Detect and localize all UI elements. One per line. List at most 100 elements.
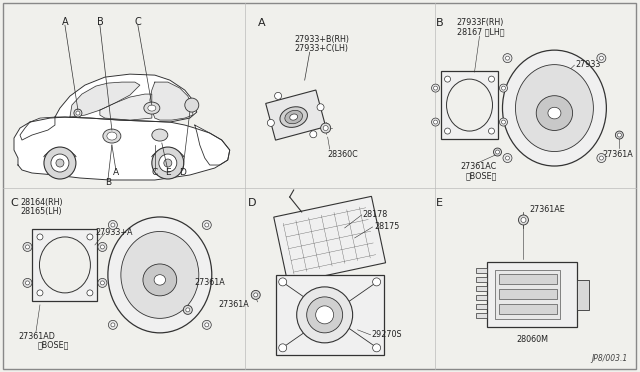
Text: 28175: 28175	[374, 222, 400, 231]
Circle shape	[445, 76, 451, 82]
Ellipse shape	[280, 107, 307, 127]
Polygon shape	[70, 82, 140, 117]
Ellipse shape	[285, 110, 303, 124]
Circle shape	[205, 223, 209, 227]
Text: 27361A: 27361A	[602, 150, 633, 159]
Circle shape	[600, 156, 604, 160]
Polygon shape	[14, 117, 230, 180]
Circle shape	[597, 154, 606, 163]
Circle shape	[278, 344, 287, 352]
Circle shape	[108, 320, 117, 329]
Text: E: E	[165, 167, 171, 177]
Circle shape	[488, 76, 495, 82]
Bar	[476, 278, 488, 282]
Text: C: C	[152, 167, 158, 177]
Circle shape	[600, 56, 604, 60]
Ellipse shape	[148, 105, 156, 111]
Text: C: C	[10, 198, 18, 208]
Ellipse shape	[143, 264, 177, 296]
Polygon shape	[274, 196, 385, 283]
Circle shape	[253, 293, 258, 297]
Circle shape	[275, 92, 282, 99]
Circle shape	[37, 234, 43, 240]
Text: 〈BOSE〉: 〈BOSE〉	[465, 171, 497, 180]
Circle shape	[205, 323, 209, 327]
Ellipse shape	[103, 129, 121, 143]
Ellipse shape	[40, 237, 90, 293]
Text: 27933+C(LH): 27933+C(LH)	[294, 44, 349, 53]
Text: 28360C: 28360C	[328, 150, 358, 159]
Ellipse shape	[502, 50, 606, 166]
Circle shape	[152, 147, 184, 179]
Bar	[488, 262, 577, 327]
Text: 28060M: 28060M	[516, 335, 548, 344]
Circle shape	[159, 154, 177, 172]
Circle shape	[108, 221, 117, 230]
Circle shape	[51, 154, 69, 172]
Text: A: A	[61, 17, 68, 27]
Circle shape	[488, 128, 495, 134]
Bar	[499, 275, 557, 285]
Bar	[33, 229, 97, 301]
Circle shape	[44, 147, 76, 179]
Circle shape	[202, 320, 211, 329]
Circle shape	[431, 118, 440, 126]
Text: 〈BOSE〉: 〈BOSE〉	[38, 341, 69, 350]
Bar	[276, 275, 383, 355]
Circle shape	[87, 234, 93, 240]
Circle shape	[164, 159, 172, 167]
Text: C: C	[134, 17, 141, 27]
Circle shape	[98, 243, 107, 251]
Ellipse shape	[144, 102, 160, 114]
Circle shape	[445, 128, 451, 134]
Text: 27361A: 27361A	[218, 300, 249, 309]
Text: 27361AC: 27361AC	[461, 162, 497, 171]
Circle shape	[499, 118, 508, 126]
Text: 27361AD: 27361AD	[18, 332, 55, 341]
Polygon shape	[266, 90, 326, 140]
Ellipse shape	[154, 275, 166, 285]
Circle shape	[321, 123, 331, 133]
Ellipse shape	[536, 96, 573, 131]
Text: 28178: 28178	[363, 210, 388, 219]
Circle shape	[252, 291, 260, 299]
Text: 27933F(RH): 27933F(RH)	[456, 18, 504, 27]
Circle shape	[597, 54, 606, 62]
Text: 27361AE: 27361AE	[529, 205, 565, 214]
Circle shape	[433, 120, 438, 124]
Circle shape	[278, 278, 287, 286]
Circle shape	[183, 305, 192, 314]
Text: 28167 〈LH〉: 28167 〈LH〉	[456, 27, 504, 36]
Circle shape	[493, 148, 502, 156]
Text: 27361A: 27361A	[195, 278, 225, 287]
Text: 28165(LH): 28165(LH)	[20, 207, 61, 216]
Bar	[476, 295, 488, 300]
Circle shape	[87, 290, 93, 296]
Circle shape	[23, 278, 32, 288]
Circle shape	[111, 223, 115, 227]
Ellipse shape	[108, 217, 212, 333]
Text: D: D	[248, 198, 256, 208]
Circle shape	[506, 156, 509, 160]
Circle shape	[518, 215, 529, 225]
Circle shape	[495, 150, 499, 154]
Bar	[476, 313, 488, 318]
Polygon shape	[195, 125, 230, 165]
Circle shape	[307, 297, 342, 333]
Circle shape	[186, 308, 190, 312]
Circle shape	[56, 159, 64, 167]
Circle shape	[111, 323, 115, 327]
Circle shape	[618, 133, 621, 137]
Circle shape	[310, 131, 317, 138]
Text: 27933+A: 27933+A	[95, 228, 132, 237]
Circle shape	[433, 86, 438, 90]
Bar	[577, 280, 589, 310]
Ellipse shape	[290, 114, 298, 120]
Ellipse shape	[121, 231, 199, 318]
Text: A: A	[113, 167, 119, 177]
Text: 28164(RH): 28164(RH)	[20, 198, 63, 207]
Circle shape	[503, 154, 512, 163]
Circle shape	[23, 243, 32, 251]
Bar	[476, 269, 488, 273]
Circle shape	[100, 281, 104, 285]
